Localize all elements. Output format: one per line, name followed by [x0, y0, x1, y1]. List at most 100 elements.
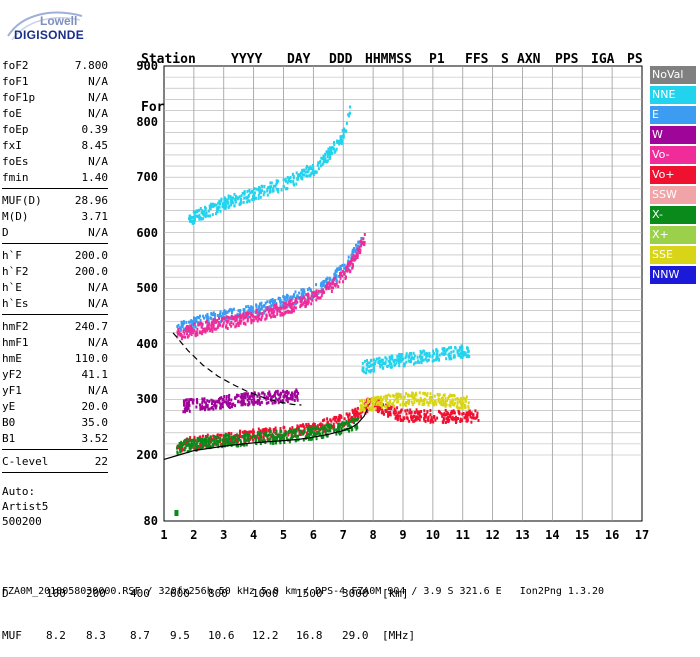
- param-value: N/A: [88, 155, 108, 168]
- echo-point: [335, 269, 338, 273]
- echo-point: [255, 400, 258, 404]
- echo-point: [287, 303, 290, 307]
- echo-point: [456, 400, 459, 404]
- echo-point: [436, 349, 439, 353]
- echo-point: [210, 204, 213, 208]
- echo-point: [203, 209, 206, 213]
- echo-point: [253, 394, 256, 398]
- echo-point: [320, 287, 323, 291]
- echo-point: [234, 314, 237, 318]
- echo-point: [241, 430, 244, 434]
- echo-point: [254, 434, 257, 438]
- param-value: N/A: [88, 75, 108, 88]
- param-row: foF1p N/A: [2, 90, 108, 106]
- echo-point: [325, 427, 328, 431]
- echo-point: [225, 400, 228, 404]
- echo-point: [291, 397, 294, 401]
- echo-point: [209, 214, 211, 218]
- echo-point: [240, 393, 243, 396]
- echo-point: [271, 439, 274, 443]
- echo-point: [225, 325, 227, 329]
- echo-point: [187, 449, 190, 453]
- echo-point: [245, 196, 248, 200]
- legend-entry-sse: SSE: [650, 246, 696, 264]
- echo-point: [249, 315, 252, 319]
- echo-point: [271, 189, 274, 193]
- echo-point: [196, 315, 199, 319]
- echo-point: [329, 156, 332, 160]
- echo-point: [414, 416, 417, 420]
- echo-point: [444, 400, 447, 403]
- echo-point: [269, 187, 272, 191]
- echo-point: [451, 394, 453, 398]
- echo-point: [184, 441, 187, 445]
- echo-point: [289, 295, 292, 299]
- echo-point: [204, 406, 207, 410]
- echo-point: [207, 319, 210, 323]
- echo-point: [458, 346, 461, 350]
- low-frequency-echo: [174, 510, 179, 516]
- echo-point: [420, 415, 423, 419]
- echo-point: [206, 325, 209, 329]
- echo-point: [342, 132, 345, 136]
- echo-point: [192, 326, 195, 330]
- echo-point: [357, 240, 360, 244]
- echo-point: [292, 181, 295, 185]
- echo-point: [463, 397, 466, 401]
- echo-point: [268, 391, 271, 395]
- echo-point: [368, 365, 371, 369]
- echo-point: [319, 160, 322, 164]
- echo-point: [449, 393, 452, 397]
- echo-point: [283, 432, 286, 436]
- echo-point: [273, 310, 276, 314]
- echo-point: [242, 200, 245, 204]
- echo-point: [279, 436, 282, 440]
- echo-point: [405, 354, 408, 358]
- echo-point: [246, 435, 249, 439]
- echo-point: [437, 397, 440, 401]
- echo-point: [195, 319, 198, 323]
- echo-point: [452, 393, 455, 397]
- echo-point: [429, 392, 432, 396]
- echo-point: [474, 409, 477, 413]
- echo-point: [450, 417, 453, 421]
- echo-point: [283, 306, 286, 310]
- echo-point: [461, 406, 464, 410]
- echo-point: [242, 434, 245, 438]
- echo-point: [320, 294, 323, 298]
- echo-point: [254, 196, 257, 200]
- echo-point: [296, 396, 299, 400]
- echo-point: [423, 352, 426, 356]
- y-tick-label: 300: [136, 392, 158, 406]
- echo-point: [224, 202, 227, 206]
- echo-point: [287, 179, 290, 183]
- echo-point: [467, 401, 470, 405]
- echo-point: [331, 425, 334, 428]
- echo-point: [196, 444, 199, 448]
- echo-point: [399, 403, 402, 407]
- echo-point: [329, 154, 332, 157]
- echo-point: [274, 184, 277, 188]
- echo-point: [269, 181, 272, 185]
- muf-m-value: 12.2: [252, 629, 279, 642]
- echo-point: [384, 394, 387, 398]
- echo-point: [246, 394, 249, 398]
- echo-point: [355, 243, 357, 247]
- echo-point: [328, 423, 331, 427]
- echo-point: [270, 185, 273, 189]
- echo-point: [203, 397, 206, 401]
- echo-point: [207, 209, 210, 213]
- echo-point: [285, 390, 288, 394]
- echo-point: [221, 442, 224, 446]
- echo-point: [311, 298, 314, 302]
- echo-point: [176, 335, 179, 339]
- echo-point: [245, 315, 248, 319]
- echo-point: [358, 251, 361, 254]
- echo-point: [317, 161, 320, 165]
- echo-point: [271, 401, 274, 405]
- echo-point: [444, 413, 447, 417]
- echo-point: [218, 316, 220, 320]
- echo-point: [406, 408, 409, 412]
- echo-point: [324, 431, 327, 435]
- echo-point: [296, 390, 299, 394]
